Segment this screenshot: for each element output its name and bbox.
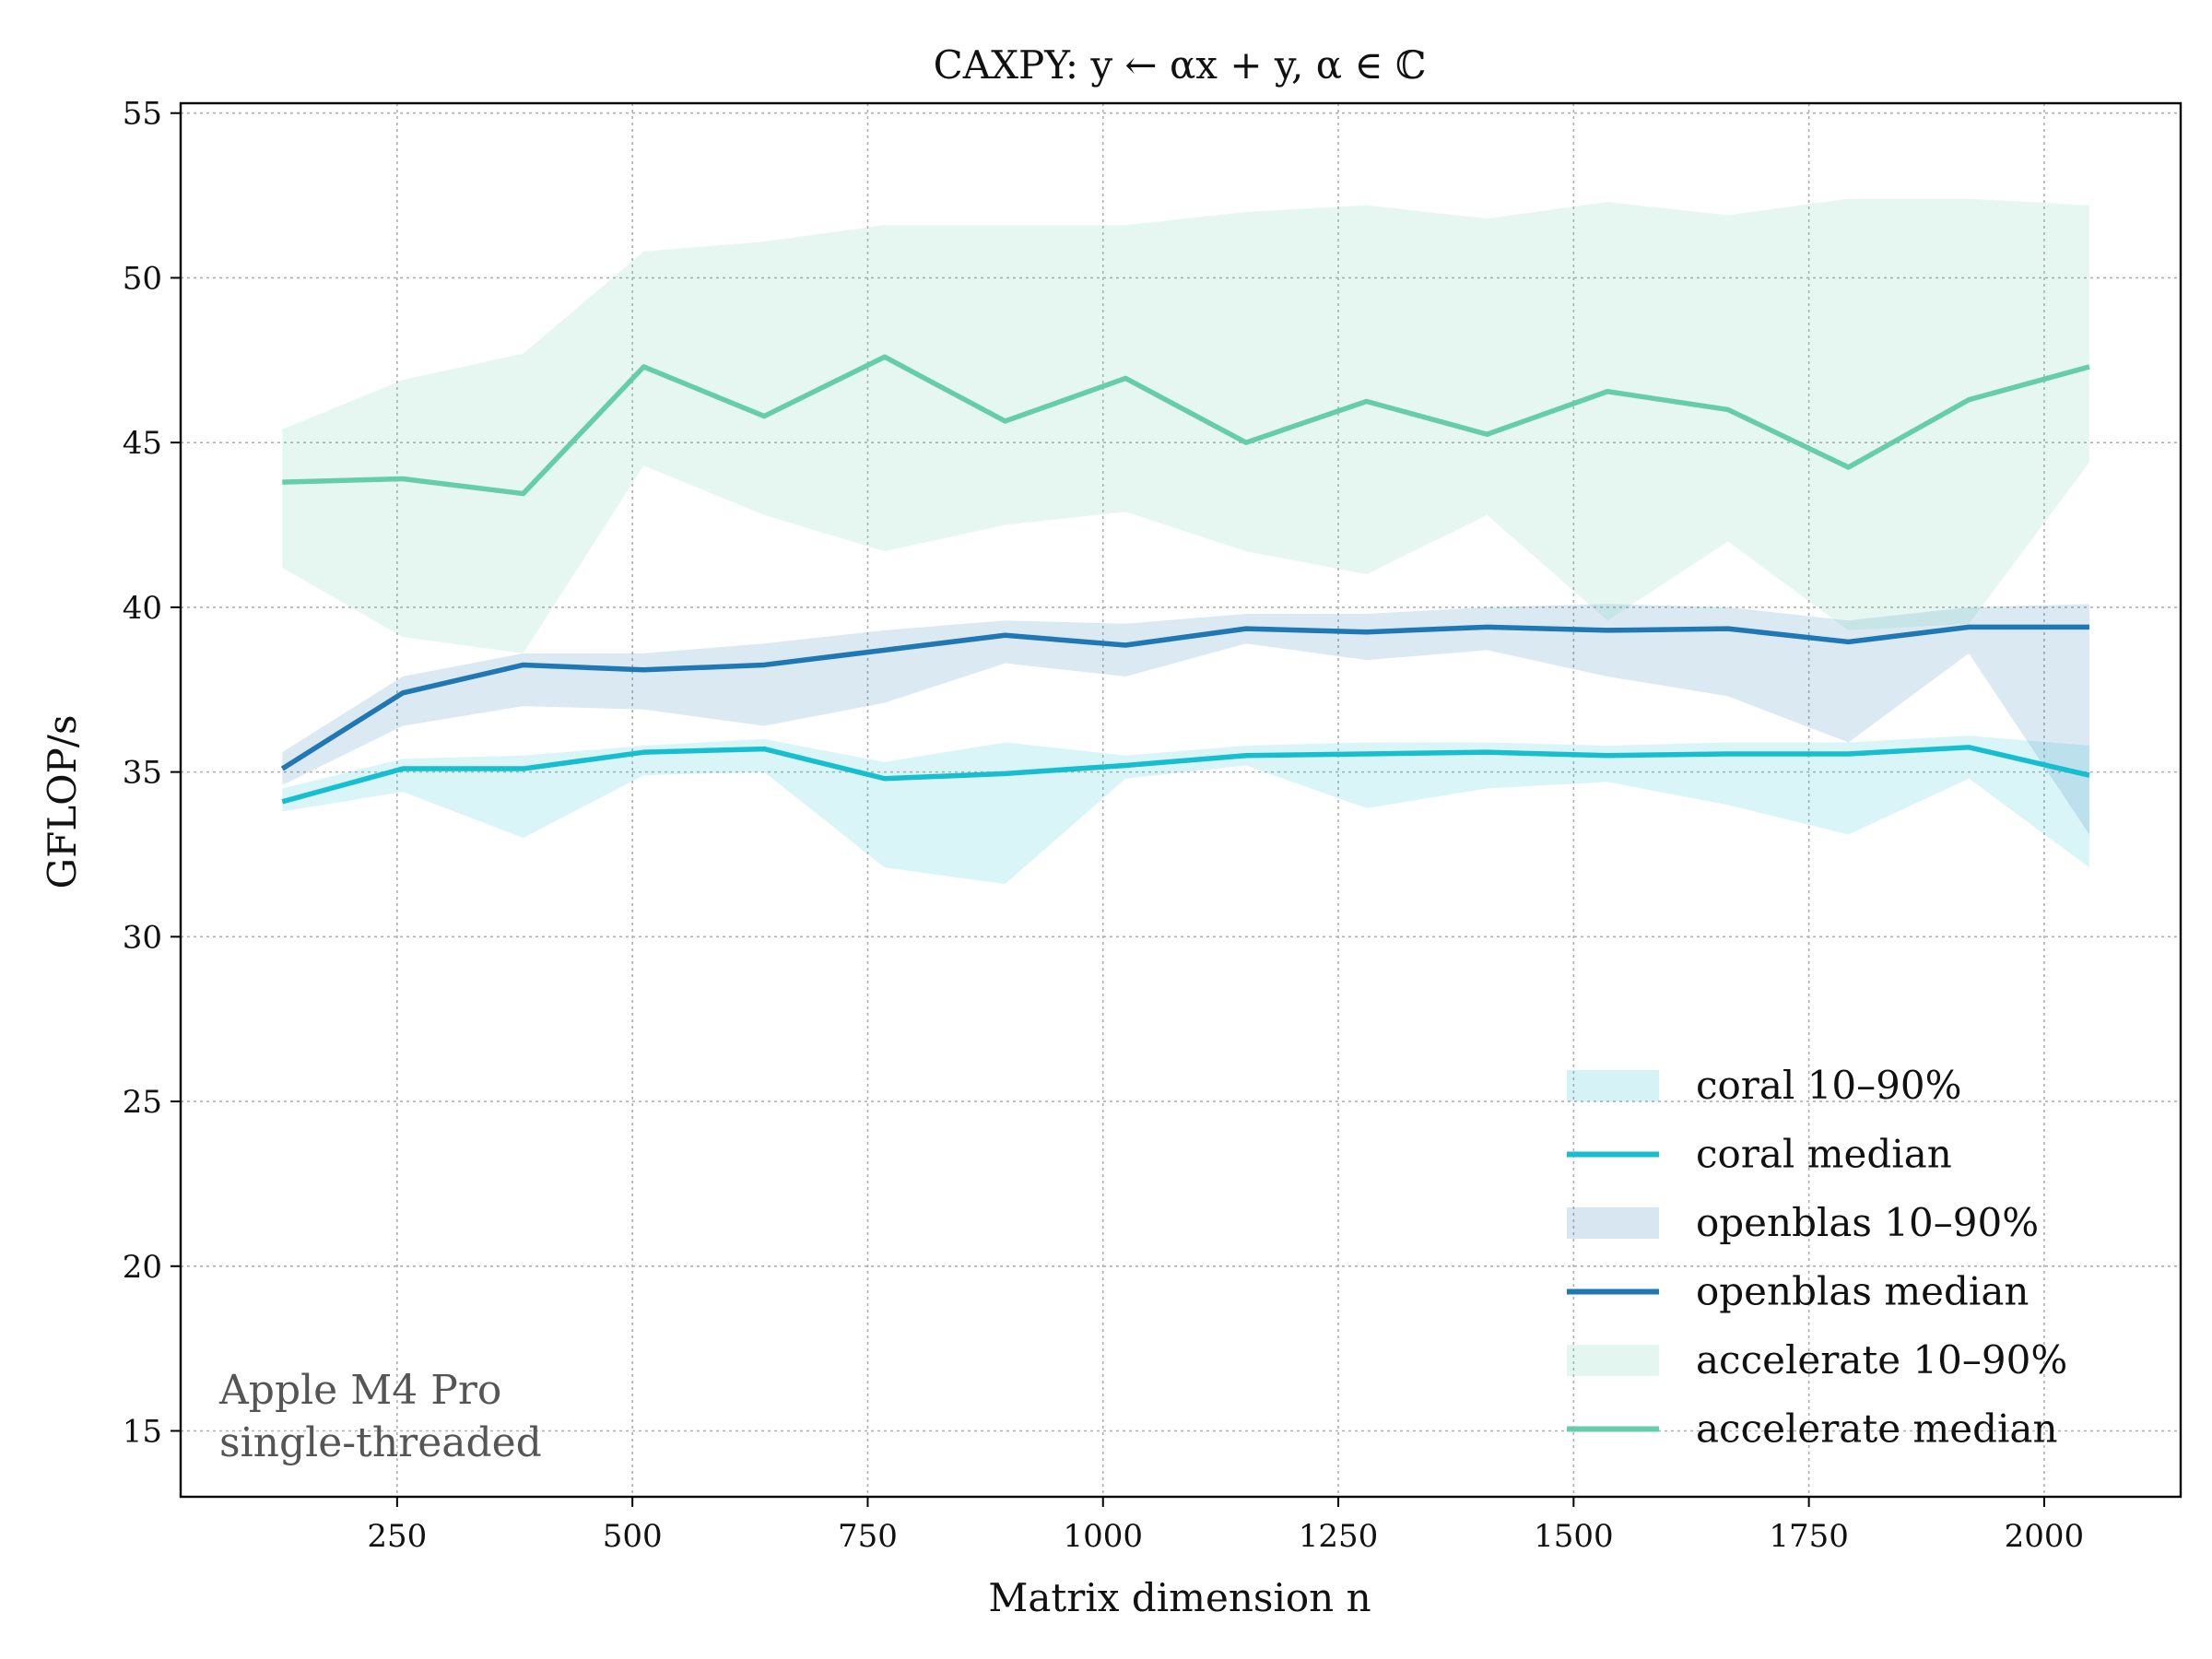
y-tick-label: 45 — [123, 425, 162, 462]
legend-swatch — [1567, 1207, 1659, 1239]
openblas-band-legend: openblas 10–90% — [1567, 1200, 2039, 1245]
y-tick-label: 20 — [123, 1249, 162, 1286]
accelerate-median-line — [282, 354, 2090, 497]
legend-swatch — [1567, 1070, 1659, 1101]
x-tick-label: 1250 — [1299, 1518, 1379, 1555]
x-axis-label: Matrix dimension n — [988, 1575, 1371, 1620]
coral-median-line — [281, 745, 2090, 805]
line-layer — [280, 354, 2090, 805]
legend-label: openblas 10–90% — [1696, 1200, 2039, 1245]
y-tick-label: 40 — [123, 590, 162, 627]
accelerate-median-legend: accelerate median — [1567, 1406, 2058, 1452]
annotation-line-2: single-threaded — [219, 1419, 542, 1466]
coral-band-legend: coral 10–90% — [1567, 1063, 1962, 1108]
accelerate-band — [282, 198, 2089, 653]
y-tick-label: 15 — [123, 1414, 162, 1451]
plot-frame — [179, 101, 2183, 1499]
openblas-band — [282, 604, 2089, 835]
tick-layer: 250 500 750 1000 1250 1500 1750 2000 15 20 25 30 35 4… — [123, 96, 2084, 1555]
legend: coral 10–90% coral median openblas 10–90% o… — [1567, 1063, 2067, 1452]
x-tick-label: 500 — [603, 1518, 663, 1555]
y-tick-label: 30 — [123, 919, 162, 956]
legend-label: accelerate median — [1696, 1406, 2058, 1452]
legend-label: accelerate 10–90% — [1696, 1337, 2067, 1382]
openblas-median-line — [280, 624, 2089, 771]
band-layer — [282, 198, 2089, 885]
y-tick-label: 50 — [123, 260, 162, 297]
legend-label: coral 10–90% — [1696, 1063, 1962, 1108]
x-tick-label: 1750 — [1769, 1518, 1849, 1555]
coral-band — [282, 735, 2089, 885]
legend-label: openblas median — [1696, 1269, 2029, 1314]
y-tick-label: 55 — [123, 96, 162, 133]
accelerate-band-legend: accelerate 10–90% — [1567, 1337, 2067, 1382]
openblas-median-legend: openblas median — [1567, 1269, 2029, 1314]
x-tick-label: 2000 — [2005, 1518, 2085, 1555]
x-tick-label: 1500 — [1534, 1518, 1614, 1555]
grid-layer — [181, 103, 2181, 1497]
annotation: Apple M4 Pro single-threaded — [218, 1367, 542, 1466]
x-tick-label: 1000 — [1063, 1518, 1143, 1555]
x-tick-label: 250 — [367, 1518, 427, 1555]
annotation-line-1: Apple M4 Pro — [218, 1367, 501, 1414]
y-tick-label: 35 — [123, 755, 162, 792]
legend-label: coral median — [1696, 1132, 1952, 1177]
x-tick-label: 750 — [838, 1518, 898, 1555]
chart-title: CAXPY: y ← αx + y, α ∈ ℂ — [934, 42, 1427, 88]
coral-median-legend: coral median — [1567, 1132, 1952, 1177]
legend-swatch — [1567, 1345, 1659, 1376]
y-tick-label: 25 — [123, 1084, 162, 1121]
y-axis-label: GFLOP/s — [40, 715, 85, 889]
